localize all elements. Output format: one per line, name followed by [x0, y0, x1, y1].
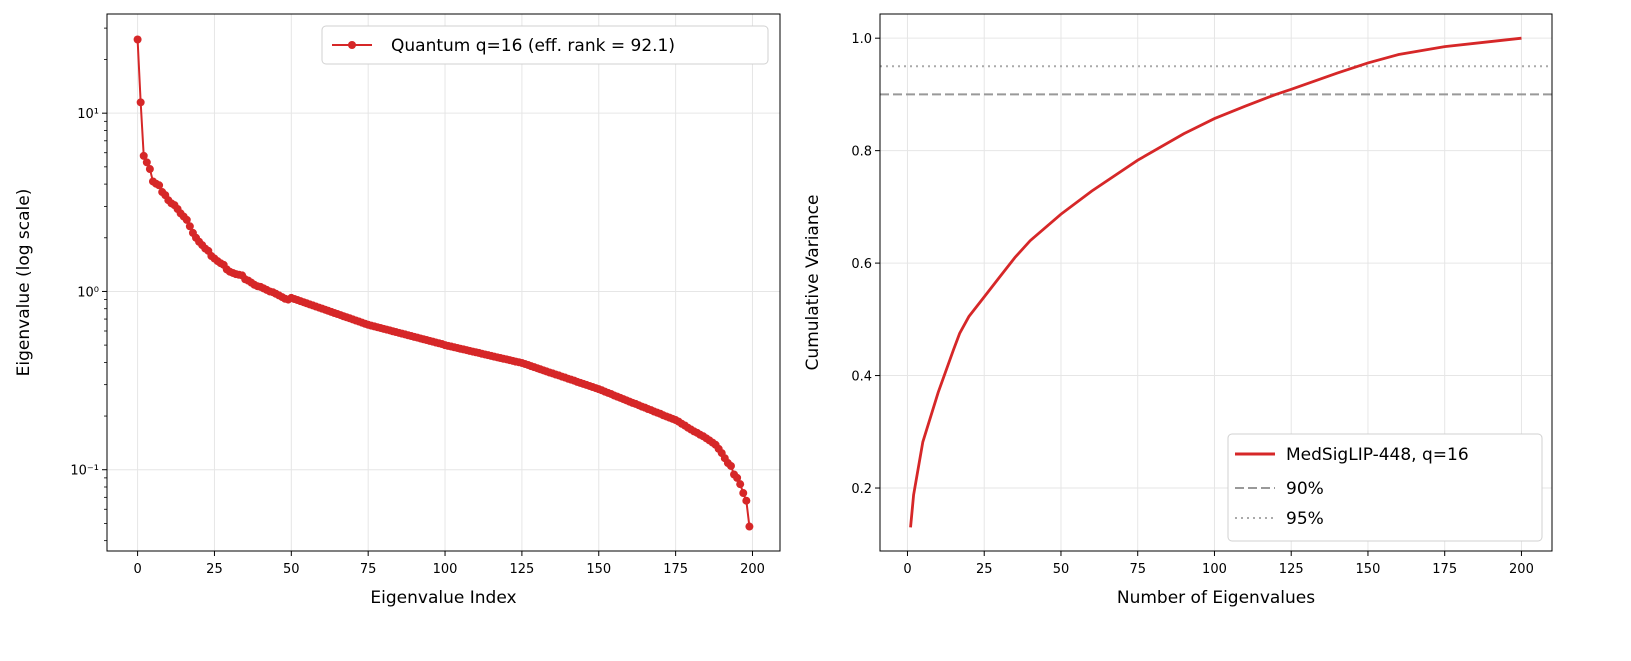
- x-tick-label: 125: [1279, 562, 1304, 577]
- y-tick-label: 10⁰: [77, 285, 99, 300]
- left-plot-eigenvalues: 0 25 50 75 100 125 150 175 200 10⁻¹ 10⁰ 10¹ Eigenval…: [14, 13, 781, 608]
- legend: MedSigLIP-448, q=16 90% 95%: [1227, 433, 1543, 542]
- legend-entry: Quantum q=16 (eff. rank = 92.1): [391, 36, 675, 56]
- data-point: [136, 98, 145, 107]
- x-tick-label: 100: [1202, 562, 1227, 577]
- data-point: [185, 222, 194, 231]
- x-axis-label: Number of Eigenvalues: [1117, 588, 1315, 608]
- data-point: [145, 165, 154, 174]
- x-tick-label: 200: [740, 562, 765, 577]
- data-point: [733, 473, 742, 482]
- legend-marker-swatch: [348, 41, 356, 49]
- data-point: [182, 215, 191, 224]
- x-axis-label: Eigenvalue Index: [370, 588, 516, 608]
- x-tick-label: 200: [1509, 562, 1534, 577]
- x-tick-label: 75: [360, 562, 377, 577]
- legend-entry: 95%: [1286, 509, 1324, 529]
- x-tick-label: 175: [1432, 562, 1457, 577]
- data-point: [739, 489, 748, 498]
- legend-entry: MedSigLIP-448, q=16: [1286, 445, 1469, 465]
- x-tick-label: 50: [1053, 562, 1070, 577]
- y-axis-label: Cumulative Variance: [803, 195, 823, 371]
- axes-frame: [879, 13, 1553, 552]
- x-tick-label: 50: [283, 562, 300, 577]
- x-tick-label: 150: [1356, 562, 1381, 577]
- x-tick-label: 25: [206, 562, 223, 577]
- x-tick-label: 175: [663, 562, 688, 577]
- x-tick-label: 150: [586, 562, 611, 577]
- right-plot-cumulative-variance: 0 25 50 75 100 125 150 175 200 0.2 0.4 0.6 0.8 1.0 Num…: [803, 13, 1553, 608]
- legend: Quantum q=16 (eff. rank = 92.1): [321, 25, 769, 65]
- y-tick-label: 10¹: [77, 107, 99, 122]
- legend-box: [1227, 433, 1543, 542]
- y-tick-label: 0.4: [851, 370, 872, 385]
- data-point: [736, 480, 745, 489]
- x-tick-label: 100: [433, 562, 458, 577]
- data-point: [726, 461, 735, 470]
- x-tick-label: 25: [976, 562, 993, 577]
- legend-box: [321, 25, 769, 65]
- data-point: [155, 181, 164, 190]
- y-tick-label: 0.6: [851, 257, 872, 272]
- data-point: [745, 522, 754, 531]
- y-tick-label: 1.0: [851, 32, 872, 47]
- data-point: [139, 151, 148, 160]
- y-tick-label: 0.8: [851, 145, 872, 160]
- y-tick-label: 0.2: [851, 482, 872, 497]
- data-point: [133, 35, 142, 44]
- legend-entry: 90%: [1286, 479, 1324, 499]
- data-point: [742, 496, 751, 505]
- axes-frame: [106, 13, 781, 552]
- y-axis-label: Eigenvalue (log scale): [14, 189, 34, 377]
- y-tick-label: 10⁻¹: [70, 464, 99, 479]
- series-line: [909, 36, 1522, 528]
- x-tick-label: 0: [903, 562, 911, 577]
- x-tick-label: 125: [509, 562, 534, 577]
- series-line: [136, 39, 751, 527]
- data-point: [142, 158, 151, 167]
- x-tick-label: 75: [1129, 562, 1146, 577]
- x-tick-label: 0: [133, 562, 141, 577]
